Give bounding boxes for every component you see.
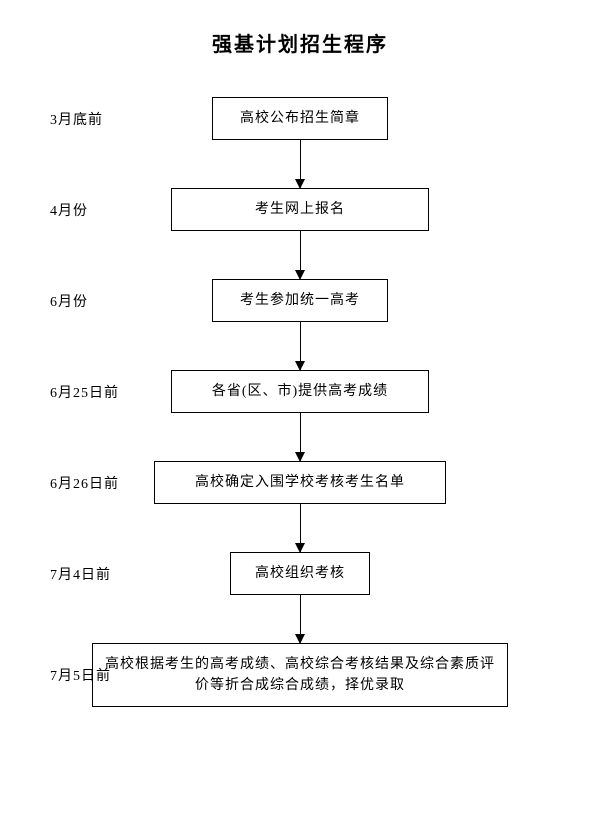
flow-box-5: 高校组织考核: [230, 552, 370, 595]
flow-box-1: 考生网上报名: [171, 188, 429, 231]
flow-row: 6月26日前 高校确定入围学校考核考生名单: [0, 461, 600, 504]
flow-row: 6月份 考生参加统一高考: [0, 279, 600, 322]
date-label-0: 3月底前: [50, 109, 103, 129]
arrow-0: [0, 140, 600, 188]
date-label-4: 6月26日前: [50, 473, 119, 493]
page-title: 强基计划招生程序: [0, 0, 600, 57]
arrow-5: [0, 595, 600, 643]
flow-box-3: 各省(区、市)提供高考成绩: [171, 370, 429, 413]
arrow-3: [0, 413, 600, 461]
flow-row: 4月份 考生网上报名: [0, 188, 600, 231]
date-label-2: 6月份: [50, 291, 88, 311]
arrow-4: [0, 504, 600, 552]
date-label-5: 7月4日前: [50, 564, 111, 584]
flow-box-4: 高校确定入围学校考核考生名单: [154, 461, 446, 504]
flow-box-2: 考生参加统一高考: [212, 279, 388, 322]
flow-row: 7月5日前 高校根据考生的高考成绩、高校综合考核结果及综合素质评价等折合成综合成…: [0, 643, 600, 707]
arrow-1: [0, 231, 600, 279]
flowchart: 3月底前 高校公布招生简章 4月份 考生网上报名 6月份 考生参加统一高考 6月…: [0, 97, 600, 707]
flow-box-0: 高校公布招生简章: [212, 97, 388, 140]
flow-box-6: 高校根据考生的高考成绩、高校综合考核结果及综合素质评价等折合成综合成绩，择优录取: [92, 643, 508, 707]
date-label-1: 4月份: [50, 200, 88, 220]
date-label-6: 7月5日前: [50, 665, 111, 685]
flow-row: 7月4日前 高校组织考核: [0, 552, 600, 595]
arrow-2: [0, 322, 600, 370]
flow-row: 6月25日前 各省(区、市)提供高考成绩: [0, 370, 600, 413]
flow-row: 3月底前 高校公布招生简章: [0, 97, 600, 140]
date-label-3: 6月25日前: [50, 382, 119, 402]
